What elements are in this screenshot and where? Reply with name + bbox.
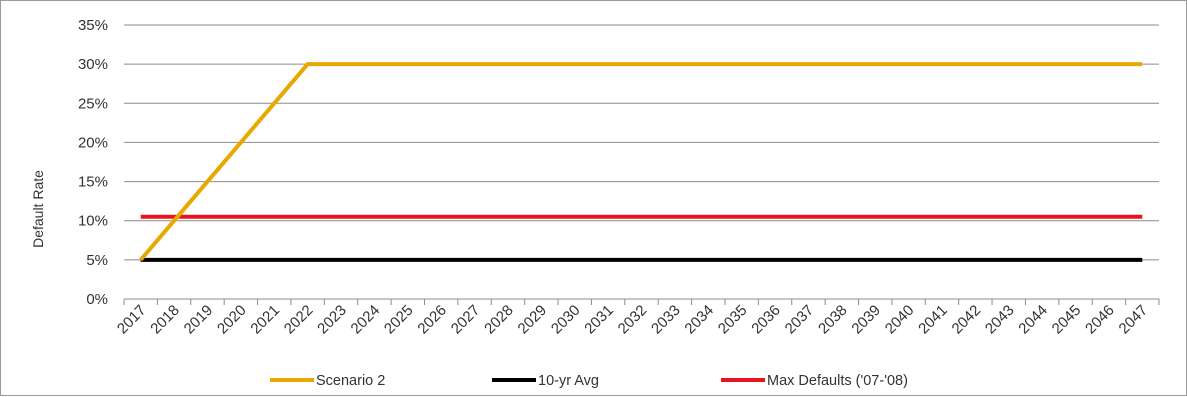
x-tick-label: 2038: [815, 302, 851, 338]
x-tick-label: 2026: [414, 302, 450, 338]
legend-label: 10-yr Avg: [538, 373, 599, 389]
x-tick-label: 2047: [1116, 302, 1152, 338]
y-tick-label: 0%: [86, 291, 108, 308]
x-tick-label: 2029: [515, 302, 551, 338]
x-tick-label: 2021: [247, 302, 283, 338]
legend: Scenario 2 10-yr Avg Max Defaults ('07-'08…: [270, 373, 908, 389]
x-tick-label: 2036: [748, 302, 784, 338]
x-tick-label: 2027: [448, 302, 484, 338]
legend-label: Scenario 2: [316, 373, 385, 389]
x-tick-label: 2030: [548, 302, 584, 338]
x-tick-label: 2043: [982, 302, 1018, 338]
gridlines: [124, 24, 1159, 261]
y-axis-title: Default Rate: [30, 170, 46, 248]
x-tick-label: 2034: [681, 302, 717, 338]
x-tick-label: 2018: [147, 302, 183, 338]
x-tick-label: 2028: [481, 302, 517, 338]
y-tick-label: 10%: [78, 213, 108, 230]
y-tick-label: 20%: [78, 134, 108, 151]
x-tick-label: 2040: [882, 302, 918, 338]
series-line-scenario-2: [139, 62, 1143, 262]
x-tick-label: 2020: [214, 302, 250, 338]
y-axis-ticks: 0% 5% 10% 15% 20% 25% 30% 35%: [78, 17, 108, 308]
series-lines: [139, 62, 1143, 262]
x-tick-label: 2046: [1082, 302, 1118, 338]
y-tick-label: 5%: [86, 252, 108, 269]
y-tick-label: 25%: [78, 95, 108, 112]
x-tick-label: 2035: [715, 302, 751, 338]
y-tick-label: 30%: [78, 56, 108, 73]
x-axis: 2017201820192020202120222023202420252026…: [114, 298, 1160, 338]
x-tick-label: 2022: [281, 302, 317, 338]
y-tick-label: 35%: [78, 17, 108, 34]
x-tick-label: 2041: [915, 302, 951, 338]
x-tick-label: 2033: [648, 302, 684, 338]
x-tick-label: 2037: [782, 302, 818, 338]
x-tick-label: 2032: [615, 302, 651, 338]
x-tick-label: 2025: [381, 302, 417, 338]
x-tick-label: 2023: [314, 302, 350, 338]
y-tick-label: 15%: [78, 174, 108, 191]
x-tick-label: 2024: [348, 302, 384, 338]
x-tick-label: 2044: [1015, 302, 1051, 338]
x-tick-label: 2042: [949, 302, 985, 338]
legend-label: Max Defaults ('07-'08): [767, 373, 908, 389]
x-tick-label: 2017: [114, 302, 150, 338]
x-tick-label: 2039: [848, 302, 884, 338]
x-tick-label: 2045: [1049, 302, 1085, 338]
x-tick-label: 2031: [581, 302, 617, 338]
x-tick-label: 2019: [181, 302, 217, 338]
